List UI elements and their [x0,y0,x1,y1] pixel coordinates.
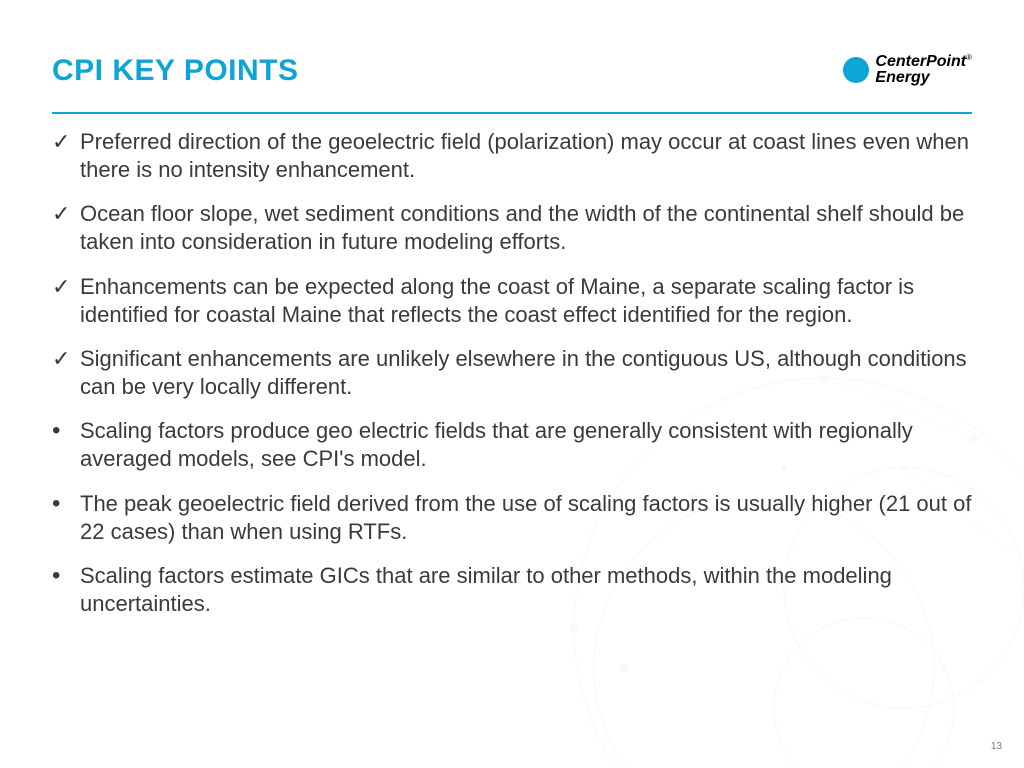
content: Preferred direction of the geoelectric f… [52,128,972,634]
bullet-icon [52,490,76,518]
list-item-text: Significant enhancements are unlikely el… [80,346,967,399]
brand-text: CenterPoint® Energy [875,54,972,86]
check-icon [52,128,76,156]
list-item: Preferred direction of the geoelectric f… [52,128,972,184]
list-item-text: Preferred direction of the geoelectric f… [80,129,969,182]
check-icon [52,345,76,373]
title-rule [52,112,972,114]
brand-registered: ® [966,53,972,62]
list-item-text: Ocean floor slope, wet sediment conditio… [80,201,964,254]
bullet-list: Preferred direction of the geoelectric f… [52,128,972,618]
list-item: Ocean floor slope, wet sediment conditio… [52,200,972,256]
bullet-icon [52,562,76,590]
page-number: 13 [991,741,1002,752]
list-item-text: Scaling factors estimate GICs that are s… [80,563,892,616]
list-item: Significant enhancements are unlikely el… [52,345,972,401]
check-icon [52,200,76,228]
list-item-text: Enhancements can be expected along the c… [80,274,914,327]
list-item: Scaling factors produce geo electric fie… [52,417,972,473]
brand-line2: Energy [875,70,972,86]
header: CPI KEY POINTS CenterPoint® Energy [52,54,972,88]
list-item: Scaling factors estimate GICs that are s… [52,562,972,618]
list-item: Enhancements can be expected along the c… [52,273,972,329]
brand-logo: CenterPoint® Energy [843,54,972,86]
brand-line1-text: CenterPoint [875,53,966,70]
check-icon [52,273,76,301]
slide: CPI KEY POINTS CenterPoint® Energy Prefe… [0,0,1024,768]
list-item-text: Scaling factors produce geo electric fie… [80,418,913,471]
list-item-text: The peak geoelectric field derived from … [80,491,971,544]
bullet-icon [52,417,76,445]
page-title: CPI KEY POINTS [52,54,299,88]
list-item: The peak geoelectric field derived from … [52,490,972,546]
brand-circle-icon [843,57,869,83]
brand-line1: CenterPoint® [875,54,972,70]
